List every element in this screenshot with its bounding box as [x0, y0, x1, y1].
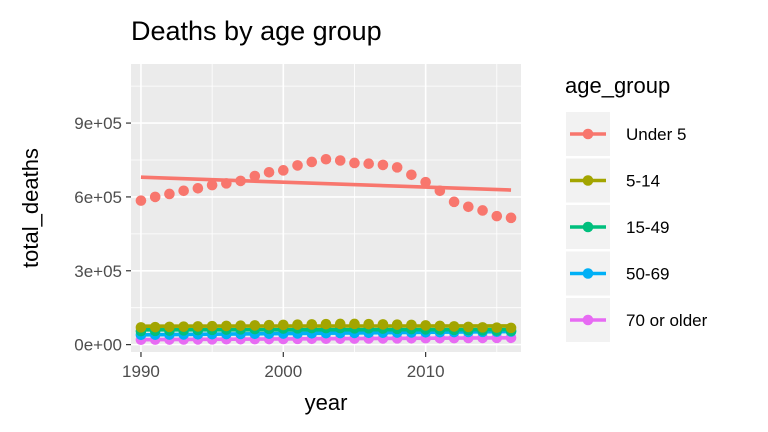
- data-point: [149, 191, 161, 203]
- data-point: [349, 157, 360, 169]
- data-point: [363, 158, 375, 169]
- legend-label: 15-49: [626, 218, 669, 237]
- series-layer: [135, 153, 517, 345]
- y-tick-label: 6e+05: [74, 188, 122, 207]
- data-point: [391, 162, 403, 173]
- data-point: [320, 318, 332, 330]
- legend-title: age_group: [565, 73, 670, 98]
- data-point: [292, 160, 303, 171]
- x-axis-label: year: [305, 390, 348, 415]
- x-tick-label: 2000: [264, 362, 302, 381]
- legend-label: Under 5: [626, 125, 686, 144]
- legend-point: [582, 128, 594, 140]
- chart-title: Deaths by age group: [131, 16, 382, 46]
- y-tick-label: 3e+05: [74, 262, 122, 281]
- trend-line: [140, 335, 512, 342]
- data-point: [505, 212, 517, 224]
- legend-label: 70 or older: [626, 311, 708, 330]
- data-point: [164, 188, 175, 200]
- data-point: [306, 156, 318, 168]
- data-point: [406, 169, 417, 181]
- series-5-14: [135, 318, 517, 334]
- data-point: [320, 153, 332, 165]
- legend: age_group Under 5 5-14 15-49 50-69 70 or old…: [565, 73, 708, 342]
- data-point: [477, 205, 488, 216]
- series-under-5: [135, 153, 517, 224]
- x-tick-label: 2010: [407, 362, 445, 381]
- y-axis-label: total_deaths: [18, 148, 43, 268]
- legend-item: 5-14: [566, 158, 660, 203]
- legend-point: [582, 268, 594, 279]
- data-point: [277, 165, 289, 176]
- data-point: [448, 196, 460, 208]
- ticks: 1990 2000 2010 0e+00 3e+05 6e+05 9e+05: [74, 114, 444, 381]
- legend-item: Under 5: [566, 112, 686, 156]
- legend-point: [582, 175, 594, 186]
- data-point: [420, 176, 431, 188]
- legend-item: 50-69: [566, 251, 669, 296]
- legend-point: [582, 221, 594, 233]
- data-point: [463, 201, 474, 213]
- legend-item: 70 or older: [566, 298, 708, 342]
- data-point: [263, 167, 275, 178]
- legend-label: 5-14: [626, 172, 660, 191]
- data-point: [491, 210, 503, 222]
- x-tick-label: 1990: [122, 362, 160, 381]
- data-point: [135, 195, 147, 206]
- data-point: [363, 318, 375, 330]
- plot-panel: [131, 64, 521, 352]
- legend-item: 15-49: [566, 205, 669, 249]
- y-tick-label: 0e+00: [74, 336, 122, 355]
- legend-point: [582, 314, 594, 326]
- data-point: [334, 155, 346, 166]
- data-point: [206, 179, 218, 191]
- trend-line: [140, 175, 512, 192]
- y-tick-label: 9e+05: [74, 114, 122, 133]
- data-point: [178, 185, 189, 197]
- data-point: [249, 170, 261, 182]
- data-point: [377, 159, 389, 171]
- data-point: [192, 183, 204, 194]
- legend-label: 50-69: [626, 265, 669, 284]
